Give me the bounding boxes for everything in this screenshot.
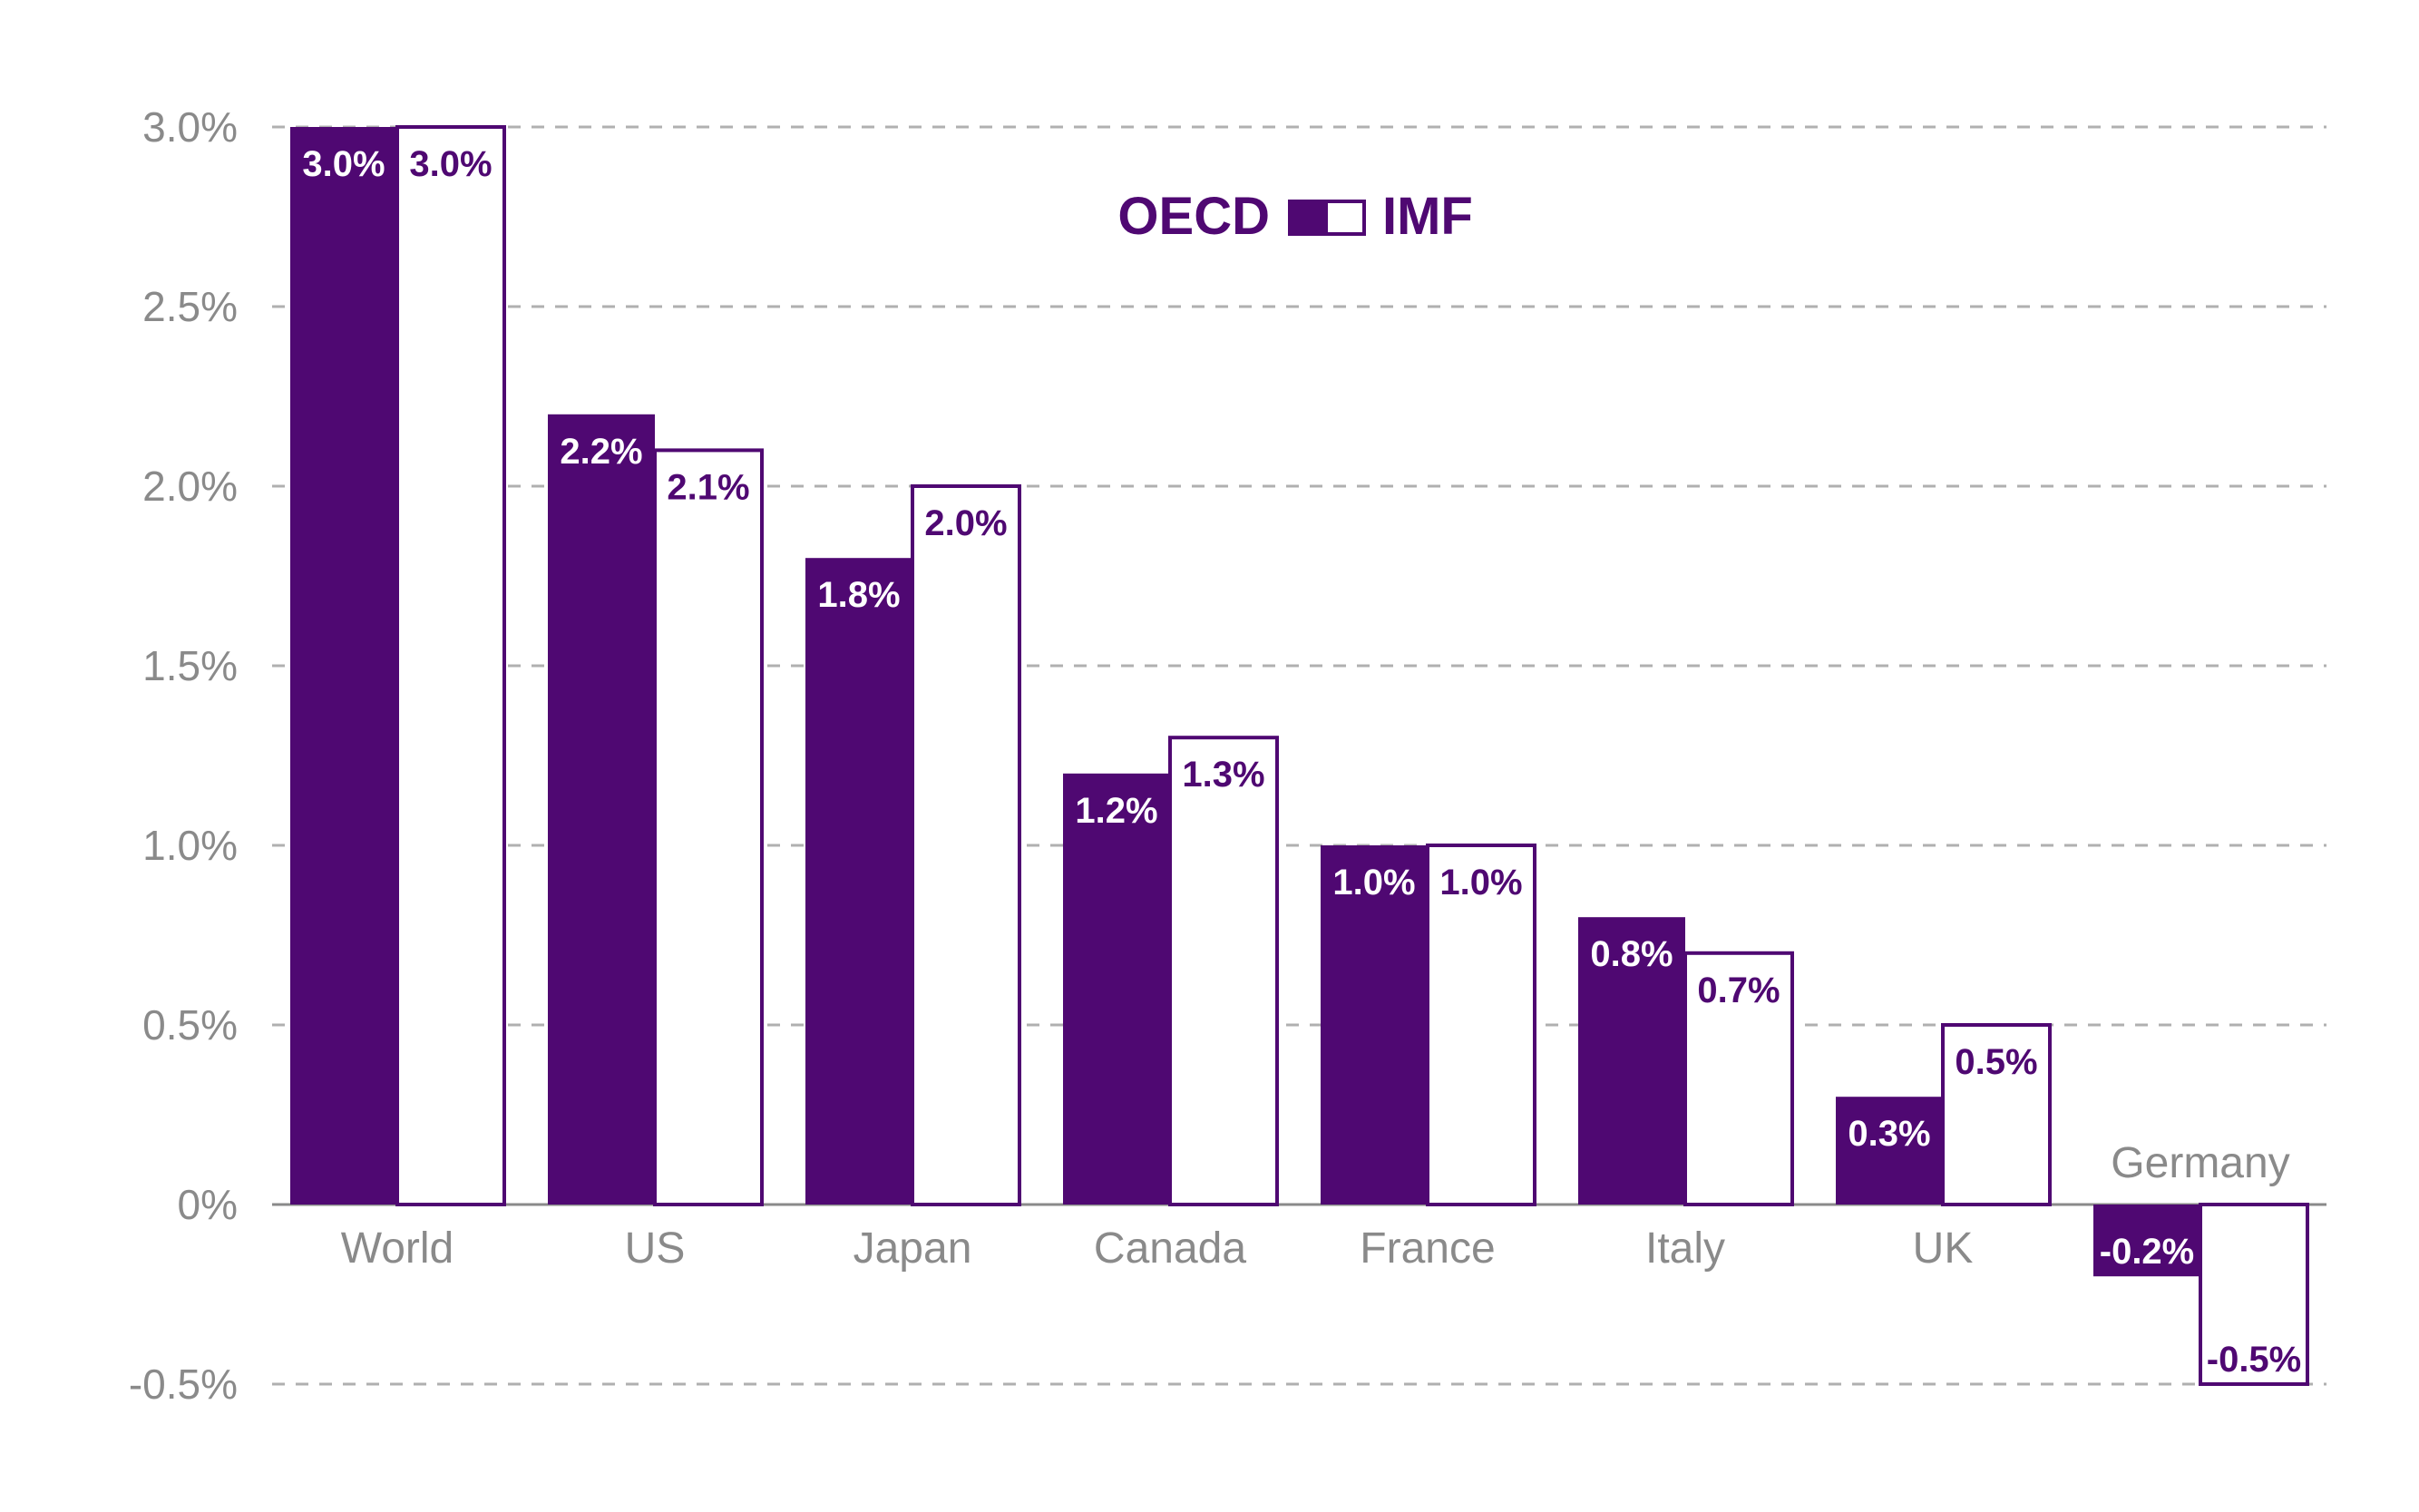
value-label-oecd: 1.2% [1075, 791, 1157, 831]
category-label: Japan [853, 1224, 972, 1273]
legend-swatch-oecd [1288, 200, 1326, 236]
bar-oecd [1321, 845, 1428, 1205]
legend-label-oecd: OECD [1117, 187, 1270, 246]
category-label: France [1360, 1224, 1495, 1273]
value-label-oecd: 0.3% [1848, 1114, 1930, 1154]
bar-oecd [1063, 773, 1170, 1205]
y-tick-label: 0% [178, 1181, 238, 1228]
x-axis: World US Japan Canada France Italy UK Germany [341, 1139, 2290, 1273]
value-label-oecd: 2.2% [560, 432, 642, 472]
bar-oecd [1578, 917, 1685, 1205]
category-label: World [341, 1224, 454, 1273]
bar-imf [1426, 844, 1536, 1206]
bar-oecd [548, 414, 655, 1205]
category-label: Germany [2111, 1139, 2289, 1187]
y-tick-label: 1.0% [142, 822, 238, 869]
y-tick-label: 1.5% [142, 642, 238, 689]
value-label-imf: 0.5% [1955, 1042, 2037, 1082]
value-label-imf: 1.3% [1182, 755, 1264, 795]
value-label-imf: -0.5% [2207, 1340, 2302, 1380]
y-tick-label: 0.5% [142, 1001, 238, 1049]
value-label-imf: 2.1% [667, 467, 749, 507]
bars [290, 125, 2309, 1386]
bar-oecd [1836, 1097, 1943, 1205]
y-tick-label: 2.5% [142, 283, 238, 330]
value-label-oecd: 3.0% [302, 144, 385, 184]
bar-oecd [290, 127, 397, 1205]
value-label-imf: 0.7% [1697, 971, 1780, 1010]
y-tick-label: 2.0% [142, 463, 238, 510]
value-label-oecd: -0.2% [2100, 1232, 2195, 1272]
category-label: US [625, 1224, 686, 1273]
bar-imf [653, 448, 764, 1206]
category-label: Canada [1094, 1224, 1246, 1273]
bar-imf [911, 484, 1021, 1206]
category-label: UK [1913, 1224, 1974, 1273]
bar-oecd [2093, 1205, 2200, 1277]
value-label-imf: 3.0% [409, 144, 492, 184]
value-label-oecd: 1.8% [817, 575, 900, 615]
legend-swatch-imf [1324, 200, 1366, 236]
y-tick-label: 3.0% [142, 103, 238, 151]
value-label-imf: 2.0% [924, 503, 1007, 543]
y-tick-label: -0.5% [129, 1361, 238, 1408]
value-label-imf: 1.0% [1439, 863, 1522, 902]
category-label: Italy [1645, 1224, 1725, 1273]
y-axis: 3.0% 2.5% 2.0% 1.5% 1.0% 0.5% 0% -0.5% [129, 103, 238, 1408]
value-label-oecd: 0.8% [1590, 934, 1673, 974]
bar-imf [1941, 1023, 2052, 1206]
bar-oecd [805, 558, 912, 1205]
bar-imf [2199, 1203, 2309, 1386]
legend: OECD IMF [1117, 187, 1472, 246]
value-label-oecd: 1.0% [1332, 863, 1415, 902]
legend-label-imf: IMF [1382, 187, 1473, 246]
bar-imf [1168, 736, 1279, 1206]
bar-imf [395, 125, 506, 1206]
bar-imf [1683, 951, 1794, 1207]
value-labels: 3.0% 3.0% 2.2% 2.1% 1.8% 2.0% 1.2% 1.3% 1.0% 1.0%… [302, 144, 2301, 1380]
